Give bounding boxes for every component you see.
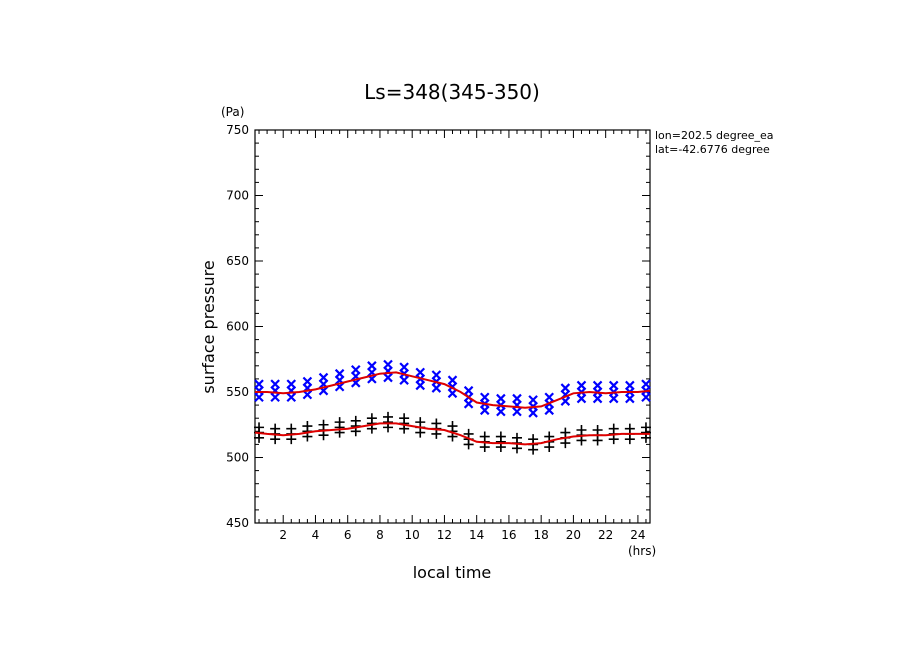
x-axis-label: local time xyxy=(413,563,492,582)
data-point-plus xyxy=(511,432,522,443)
data-point-plus xyxy=(640,422,651,433)
data-point-plus xyxy=(528,434,539,445)
data-point-x xyxy=(479,392,490,403)
data-point-x xyxy=(641,379,651,389)
y-tick-label: 700 xyxy=(226,189,249,203)
x-tick-label: 18 xyxy=(534,528,549,542)
data-point-x xyxy=(544,392,555,403)
annotation-longitude: lon=202.5 degree_ea xyxy=(655,129,774,142)
data-point-plus xyxy=(286,423,297,434)
data-point-plus xyxy=(415,417,426,428)
x-tick-label: 16 xyxy=(501,528,516,542)
data-point-x xyxy=(350,364,361,375)
x-tick-label: 22 xyxy=(598,528,613,542)
chart-title: Ls=348(345-350) xyxy=(364,80,540,104)
x-tick-label: 10 xyxy=(405,528,420,542)
data-point-x xyxy=(512,393,522,404)
data-point-plus xyxy=(576,424,587,435)
y-tick-label: 450 xyxy=(226,516,249,530)
data-point-x xyxy=(431,370,442,380)
data-point-x xyxy=(415,367,426,378)
x-tick-label: 8 xyxy=(376,528,384,542)
x-tick-label: 14 xyxy=(469,528,484,542)
data-point-plus xyxy=(270,423,281,434)
plot-area: 2 4 6 8 10 12 14 16 18 20 22 2445050055060065070075… xyxy=(226,123,651,542)
data-point-x xyxy=(318,372,329,383)
data-point-x xyxy=(447,375,458,385)
data-point-x xyxy=(463,385,474,396)
annotation-latitude: lat=-42.6776 degree xyxy=(655,143,770,156)
data-point-x xyxy=(286,379,297,389)
x-tick-label: 12 xyxy=(437,528,452,542)
data-point-plus xyxy=(560,427,571,438)
data-point-plus xyxy=(624,423,635,434)
data-point-x xyxy=(302,376,313,387)
data-point-plus xyxy=(254,422,265,433)
x-axis-unit: (hrs) xyxy=(628,544,656,558)
data-point-plus xyxy=(318,419,329,430)
fit-curve-3 xyxy=(254,422,650,446)
data-point-x xyxy=(496,393,506,404)
data-point-x xyxy=(528,395,538,405)
data-point-plus xyxy=(366,413,377,424)
data-point-x xyxy=(625,380,635,391)
data-point-plus xyxy=(544,431,555,442)
data-point-x xyxy=(560,383,571,393)
data-point-plus xyxy=(479,431,490,442)
data-point-x xyxy=(270,379,280,389)
data-point-plus xyxy=(608,423,619,434)
x-tick-label: 20 xyxy=(566,528,581,542)
plot-frame xyxy=(254,129,651,524)
y-tick-label: 750 xyxy=(226,123,249,137)
data-point-plus xyxy=(334,417,345,428)
y-tick-label: 650 xyxy=(226,254,249,268)
data-point-x xyxy=(576,380,587,391)
x-tick-label: 2 xyxy=(279,528,287,542)
data-point-x xyxy=(254,379,264,389)
data-point-x xyxy=(383,359,393,370)
data-point-plus xyxy=(592,424,603,435)
data-point-plus xyxy=(302,421,313,432)
data-point-plus xyxy=(383,411,394,422)
fit-curve-2 xyxy=(255,371,651,409)
x-tick-label: 4 xyxy=(312,528,320,542)
y-tick-label: 600 xyxy=(226,320,249,334)
x-tick-label: 6 xyxy=(344,528,352,542)
data-point-x xyxy=(592,380,603,391)
data-point-x xyxy=(608,380,619,391)
y-tick-label: 550 xyxy=(226,385,249,399)
x-tick-label: 24 xyxy=(630,528,645,542)
data-point-x xyxy=(367,361,377,371)
data-point-x xyxy=(334,368,345,379)
data-point-plus xyxy=(495,431,506,442)
data-point-plus xyxy=(350,415,361,426)
data-point-plus xyxy=(431,418,442,429)
data-point-x xyxy=(399,362,409,372)
data-point-plus xyxy=(463,428,474,439)
y-axis-label: surface pressure xyxy=(199,260,218,393)
data-point-plus xyxy=(447,421,458,432)
data-point-plus xyxy=(399,413,410,424)
y-axis-unit: (Pa) xyxy=(221,105,244,119)
y-tick-label: 500 xyxy=(226,451,249,465)
